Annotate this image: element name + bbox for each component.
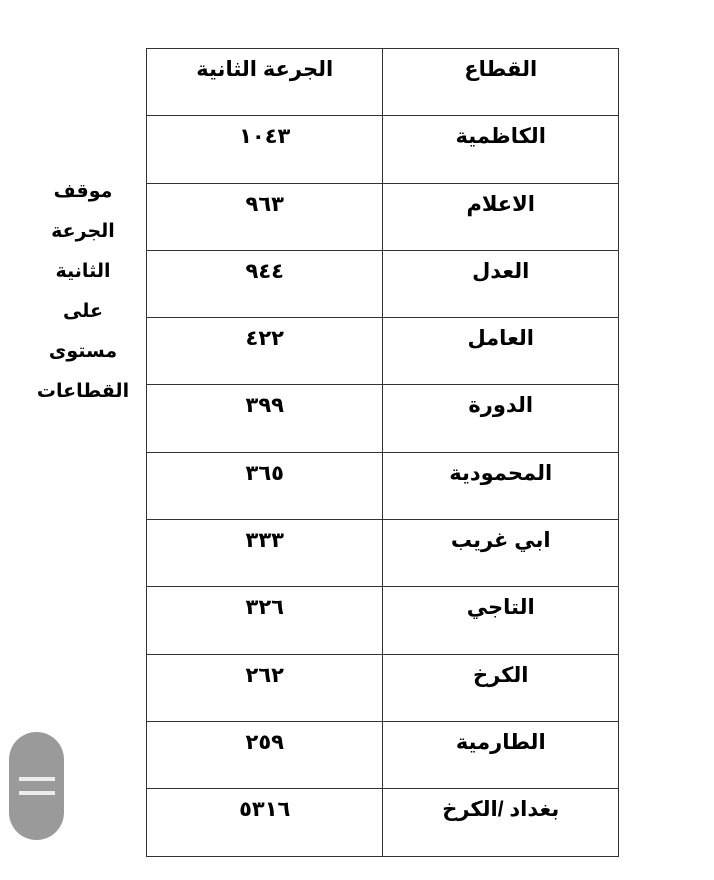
second-dose-cell: ٣٣٣ — [145, 519, 384, 588]
side-title-line: مستوى — [48, 341, 118, 362]
second-dose-cell: ٣٦٥ — [145, 451, 384, 521]
sector-cell: ابي غريب — [382, 519, 619, 588]
side-title-line: على — [63, 301, 103, 322]
menu-lines-icon — [19, 791, 55, 795]
sector-cell: الكرخ — [382, 653, 619, 722]
sector-cell: بغداد /الكرخ — [382, 788, 619, 857]
side-title: موقف الجرعة الثانية على مستوى القطاعات — [30, 172, 136, 412]
second-dose-cell: ٩٦٣ — [145, 182, 384, 251]
sector-cell: الدورة — [382, 384, 619, 453]
sector-cell: المحمودية — [382, 451, 619, 521]
sector-cell: العدل — [382, 249, 619, 319]
sector-cell: الطارمية — [382, 720, 619, 790]
second-dose-cell: ٢٦٢ — [145, 653, 384, 722]
second-dose-cell: ٣٢٦ — [145, 586, 384, 655]
table-row: الكاظمية ١٠٤٣ — [145, 115, 619, 184]
table-row: الكرخ ٢٦٢ — [145, 653, 619, 722]
second-dose-cell: ٣٩٩ — [145, 384, 384, 453]
table-row: بغداد /الكرخ ٥٣١٦ — [145, 788, 619, 857]
table-row: التاجي ٣٢٦ — [145, 586, 619, 655]
second-dose-cell: ١٠٤٣ — [145, 115, 384, 184]
table-row: العامل ٤٢٢ — [145, 317, 619, 386]
vaccination-table: القطاع الجرعة الثانية الكاظمية ١٠٤٣ الاعلا… — [145, 47, 619, 857]
header-sector: القطاع — [382, 47, 619, 117]
table-row: العدل ٩٤٤ — [145, 249, 619, 319]
menu-lines-icon — [19, 777, 55, 781]
side-title-line: الثانية — [55, 261, 111, 282]
sector-cell: التاجي — [382, 586, 619, 655]
side-title-line: الجرعة — [51, 221, 115, 242]
sector-cell: الكاظمية — [382, 115, 619, 184]
second-dose-cell: ٢٥٩ — [145, 720, 384, 790]
sector-cell: العامل — [382, 317, 619, 386]
table-row: المحمودية ٣٦٥ — [145, 451, 619, 521]
floating-menu-button[interactable] — [9, 732, 64, 840]
sector-cell: الاعلام — [382, 182, 619, 251]
table-header-row: القطاع الجرعة الثانية — [145, 47, 619, 117]
table-row: الاعلام ٩٦٣ — [145, 182, 619, 251]
side-title-line: القطاعات — [36, 381, 130, 402]
second-dose-cell: ٩٤٤ — [145, 249, 384, 319]
table-row: الدورة ٣٩٩ — [145, 384, 619, 453]
second-dose-cell: ٥٣١٦ — [145, 788, 384, 857]
second-dose-cell: ٤٢٢ — [145, 317, 384, 386]
side-title-line: موقف — [53, 181, 113, 202]
table-row: ابي غريب ٣٣٣ — [145, 519, 619, 588]
table-row: الطارمية ٢٥٩ — [145, 720, 619, 790]
header-second-dose: الجرعة الثانية — [145, 47, 384, 117]
